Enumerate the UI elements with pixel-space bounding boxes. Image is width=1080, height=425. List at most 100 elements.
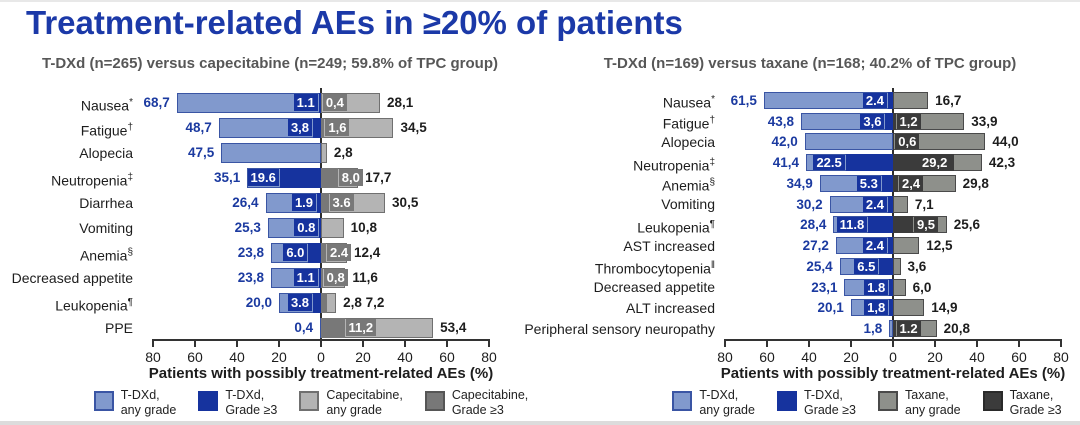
x-axis-tick [236, 339, 238, 347]
value-comparator-any-grade: 7,1 [914, 196, 934, 212]
legend-label: T-DXd, Grade ≥3 [803, 388, 856, 417]
value-comparator-any-grade: 16,7 [935, 92, 962, 108]
category-label: Leukopenia¶ [55, 296, 133, 314]
value-comparator-grade3: 9,5 [913, 217, 939, 233]
value-comparator-grade3: 2.4 [327, 244, 352, 261]
value-tdxd-grade3: 1.1 [293, 94, 318, 111]
value-comparator-any-grade: 33,9 [971, 113, 998, 129]
bar-tdxd-grade3 [887, 237, 893, 255]
category-label: Alopecia [661, 133, 715, 150]
legend-label: T-DXd, any grade [699, 388, 755, 417]
value-tdxd-any-grade: 41,4 [772, 155, 800, 171]
category-label: Vomiting [661, 196, 715, 213]
bar-tdxd-grade3 [889, 299, 893, 317]
legend-label: Taxane, Grade ≥3 [1009, 388, 1062, 417]
category-label: Neutropenia‡ [633, 156, 715, 174]
value-tdxd-any-grade: 26,4 [232, 195, 259, 210]
bar-tdxd-grade3 [887, 195, 893, 213]
value-comparator-grade3: 3.6 [329, 194, 354, 211]
value-comparator-grade3: 29,2 [895, 155, 951, 171]
bar-tdxd-grade3 [881, 174, 893, 192]
bar-comparator-any-grade [893, 299, 925, 317]
x-tick-label: 40 [229, 349, 245, 365]
legend-label: T-DXd, any grade [120, 388, 177, 417]
bar-comparator-grade3 [321, 167, 338, 188]
category-superscript: § [127, 246, 133, 258]
category-label: Fatigue† [662, 115, 715, 132]
x-tick-label: 80 [145, 349, 161, 365]
legend: T-DXd, any grade T-DXd, Grade ≥3 Capecitabin… [61, 388, 561, 418]
x-tick-label: 80 [481, 349, 497, 365]
category-label: Decreased appetite [11, 269, 133, 286]
value-comparator-any-grade: 2,8 [333, 145, 353, 160]
bar-tdxd-grade3 [313, 117, 321, 138]
plot-area: Nausea* 68,7 1.1 0,4 28,1 Fatigue† 48,7 3,8 1,6 3… [0, 2, 540, 425]
legend-swatch [299, 391, 320, 411]
x-axis-tick [1060, 339, 1062, 347]
category-label: Nausea* [662, 94, 715, 112]
legend-item: Taxane, Grade ≥3 [982, 388, 1062, 418]
category-superscript: † [127, 121, 133, 133]
legend-item: Capecitabine, Grade ≥3 [424, 388, 528, 418]
chart-subtitle: T-DXd (n=265) versus capecitabine (n=249… [42, 55, 498, 72]
value-tdxd-grade3: 2.4 [862, 238, 887, 254]
value-comparator-any-grade: 14,9 [931, 300, 958, 316]
value-tdxd-grade3: 6.0 [283, 244, 308, 261]
value-tdxd-any-grade: 25,3 [234, 220, 261, 235]
value-tdxd-any-grade: 43,8 [767, 113, 795, 129]
value-comparator-grade3: 0,6 [895, 134, 920, 150]
value-tdxd-grade3: 3,8 [287, 119, 313, 136]
value-comparator-any-grade: 10,8 [350, 220, 377, 235]
value-tdxd-any-grade: 61,5 [730, 92, 757, 108]
value-comparator-grade3: 1.2 [896, 321, 921, 337]
x-tick-label: 60 [1011, 349, 1027, 365]
value-comparator-any-grade: 12,4 [354, 245, 381, 260]
bar-comparator-any-grade [893, 278, 906, 296]
legend: T-DXd, any grade T-DXd, Grade ≥3 Taxane, any … [617, 388, 1080, 418]
legend-label: T-DXd, Grade ≥3 [225, 388, 278, 417]
bar-tdxd-grade3 [879, 257, 893, 275]
category-superscript: ‡ [127, 171, 133, 183]
bar-tdxd-any-grade [221, 142, 321, 163]
value-tdxd-any-grade: 42,0 [771, 134, 798, 150]
value-comparator-any-grade: 44,0 [992, 134, 1019, 150]
x-tick-label: 80 [717, 349, 733, 365]
category-label: Peripheral sensory neuropathy [524, 320, 715, 337]
value-comparator-grade3: 1,6 [325, 119, 350, 136]
x-axis-title: Patients with possibly treatment-related… [148, 365, 494, 382]
value-tdxd-any-grade: 30,2 [796, 196, 823, 212]
bar-comparator-grade3 [321, 242, 327, 263]
category-label: Vomiting [79, 219, 133, 236]
bar-tdxd-any-grade [804, 133, 893, 151]
value-tdxd-any-grade: 0,4 [294, 320, 314, 335]
legend-swatch [198, 391, 219, 411]
category-label: Alopecia [79, 144, 133, 161]
category-superscript: ‖ [710, 260, 715, 272]
bar-comparator-any-grade [893, 237, 920, 255]
value-tdxd-grade3: 3.8 [287, 294, 313, 311]
value-tdxd-any-grade: 48,7 [185, 120, 212, 135]
value-comparator-grade3: 11,2 [345, 319, 377, 336]
page-title: Treatment-related AEs in ≥20% of patient… [26, 4, 683, 41]
category-label: AST increased [623, 237, 715, 254]
legend-label: Capecitabine, any grade [326, 388, 403, 417]
value-tdxd-grade3: 1,8 [864, 300, 889, 316]
chart-subtitle: T-DXd (n=169) versus taxane (n=168; 40.2… [603, 55, 1017, 72]
value-tdxd-grade3: 11.8 [836, 217, 868, 233]
category-superscript: ¶ [709, 218, 715, 230]
value-comparator-any-grade: 34,5 [400, 120, 427, 135]
value-tdxd-any-grade: 34,9 [786, 175, 813, 191]
legend-swatch [878, 391, 898, 411]
value-comparator-grade3: 0,4 [322, 94, 347, 111]
value-tdxd-grade3: 22.5 [813, 155, 845, 171]
value-comparator-any-grade: 11,6 [352, 270, 378, 285]
bar-tdxd-grade3 [308, 242, 321, 263]
category-label: Diarrhea [79, 194, 133, 211]
x-axis-tick [976, 339, 978, 347]
x-tick-label: 0 [317, 349, 325, 365]
category-superscript: * [711, 94, 715, 106]
bar-tdxd-grade3 [889, 278, 893, 296]
bar-comparator-grade3 [321, 317, 345, 338]
legend-item: Capecitabine, any grade [299, 388, 403, 418]
category-label: PPE [104, 319, 133, 336]
